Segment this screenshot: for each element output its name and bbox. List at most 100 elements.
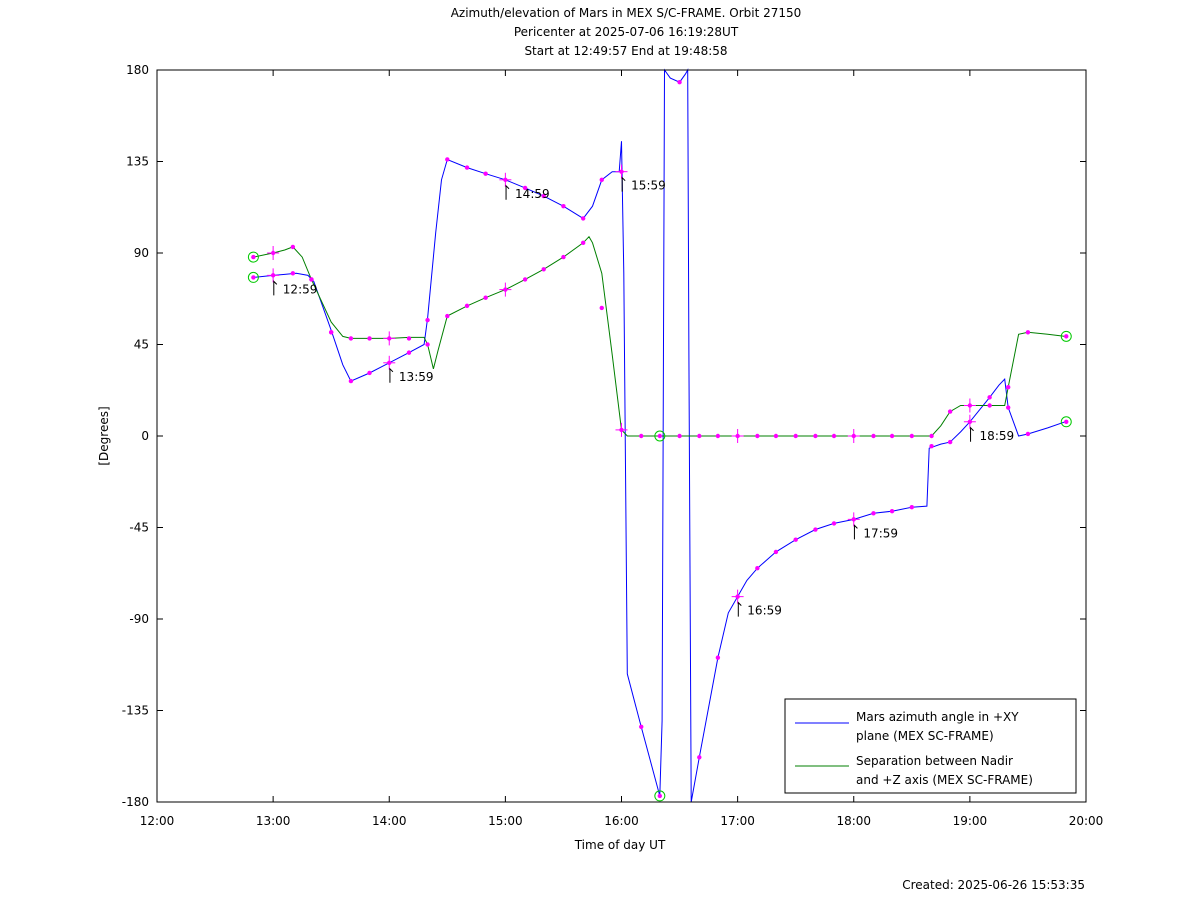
time-annotation-label: 14:59 [515,187,550,201]
data-point [657,433,663,439]
data-point [251,275,256,280]
data-point [871,511,876,516]
data-point [425,342,430,347]
data-point [697,433,702,439]
data-point [445,313,450,319]
time-annotation: 12:59 [273,280,318,296]
data-point [715,433,721,439]
y-tick-label: 135 [126,155,149,169]
x-tick-label: 13:00 [256,814,291,828]
data-point [1025,330,1031,335]
endpoint-marker [247,251,259,263]
data-point [813,527,818,532]
y-tick-label: -45 [129,521,149,535]
time-annotation-label: 13:59 [399,370,434,384]
data-point [987,403,992,408]
data-point [813,433,818,439]
hour-cross-marker [847,512,860,527]
chart-title-line-3: Start at 12:49:57 End at 19:48:58 [524,44,727,58]
data-point [348,336,354,341]
y-tick-label: 90 [134,246,149,260]
hour-cross-marker [615,164,628,179]
data-point [697,755,702,760]
hour-cross-marker [963,414,976,429]
x-tick-label: 12:00 [140,814,175,828]
hour-cross-marker [383,331,396,346]
x-tick-label: 19:00 [953,814,988,828]
time-annotation: 16:59 [737,601,782,618]
legend-box [784,698,1077,794]
data-point [445,157,450,162]
chart-title-line-1: Azimuth/elevation of Mars in MEX S/C-FRA… [451,6,802,20]
time-annotation-label: 12:59 [283,282,318,296]
endpoint-marker [1060,416,1072,428]
plot-area: 12:59 13:59 14:59 15:59 16:59 17:59 18:59 [247,68,1072,803]
time-annotation-label: 16:59 [747,604,782,618]
data-point [773,549,779,555]
hour-cross-marker [615,422,628,437]
hour-cross-marker [267,246,280,260]
data-point [599,305,604,311]
x-tick-label: 20:00 [1069,814,1104,828]
data-point [406,350,412,355]
y-tick-label: 180 [126,63,149,77]
legend: Mars azimuth angle in +XY plane (MEX SC-… [784,698,1077,794]
data-point [561,254,566,260]
data-point [947,409,953,414]
data-point [1064,334,1069,339]
x-tick-label: 16:00 [604,814,639,828]
created-footer: Created: 2025-06-26 15:53:35 [902,878,1085,892]
data-point [755,565,760,571]
y-axis: 180 135 90 45 0 -45 -90 -135 -180 [122,63,1086,809]
data-point [464,165,470,170]
data-point [522,185,528,191]
y-tick-label: -90 [129,612,149,626]
data-point [755,433,760,439]
data-point [328,330,334,335]
hour-cross-marker [499,172,512,187]
data-point [657,793,663,799]
data-point [251,254,256,260]
data-point [483,171,488,176]
data-point [290,244,296,250]
data-point [541,193,546,199]
data-point [639,433,644,439]
data-point [909,504,915,510]
x-axis-label: Time of day UT [574,838,666,852]
data-point [348,378,354,384]
data-point [1064,419,1069,424]
data-point [947,439,953,445]
data-point [290,271,296,276]
data-point [561,204,566,209]
legend-label-separation-line-2: and +Z axis (MEX SC-FRAME) [856,773,1033,787]
data-point [1005,405,1011,410]
azimuth-series-line [253,68,1066,803]
data-point [929,433,934,439]
data-point [580,240,586,246]
endpoint-marker [654,430,666,442]
endpoint-marker [654,790,666,802]
data-point [677,80,682,85]
time-annotation-label: 18:59 [980,429,1015,443]
time-annotation: 17:59 [853,524,898,540]
data-point [639,724,644,729]
hour-cross-marker [267,268,280,283]
chart-title-line-2: Pericenter at 2025-07-06 16:19:28UT [514,25,739,39]
x-tick-label: 17:00 [720,814,755,828]
data-point [580,216,586,221]
legend-label-azimuth-line-2: plane (MEX SC-FRAME) [856,729,994,743]
data-point [889,433,895,439]
endpoint-marker [247,271,259,283]
data-point [929,443,934,449]
data-point [889,509,895,514]
hour-cross-marker [847,429,860,443]
x-tick-label: 14:00 [372,814,407,828]
hour-cross-marker [383,355,396,370]
data-point [715,655,721,660]
y-axis-label: [Degrees] [97,406,111,465]
endpoint-marker [1060,330,1072,342]
data-point [425,317,430,323]
time-annotation-label: 17:59 [863,526,898,540]
data-point [599,177,604,182]
